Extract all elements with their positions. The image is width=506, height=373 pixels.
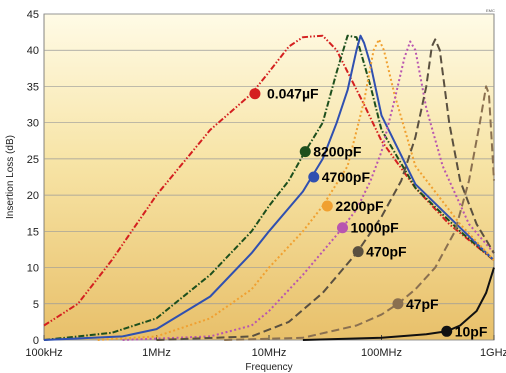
series-line (43, 34, 495, 327)
x-tick-label: 100MHz (361, 347, 402, 359)
series-marker (336, 222, 348, 234)
series-markers (249, 88, 453, 337)
x-axis-ticks: 100kHz 1MHz 10MHz 100MHz 1GHz (25, 335, 506, 359)
y-tick-label: 10 (27, 263, 39, 275)
series-label: 2200pF (335, 198, 384, 214)
series-line (156, 38, 495, 341)
y-tick-label: 5 (33, 299, 39, 311)
series-marker (352, 246, 364, 258)
y-tick-label: 45 (27, 9, 39, 21)
series-label: 8200pF (313, 144, 362, 160)
series-marker (299, 146, 311, 158)
series-line (97, 38, 495, 341)
y-tick-label: 15 (27, 226, 39, 238)
series-line (122, 40, 495, 341)
series-label: 47pF (406, 296, 439, 312)
series-label: 4700pF (322, 169, 371, 185)
series-label: 0.047µF (267, 86, 319, 102)
series-marker (321, 200, 333, 212)
series-line (43, 34, 495, 341)
corner-mark: EMC (486, 8, 495, 13)
x-tick-label: 1MHz (142, 347, 171, 359)
x-tick-label: 100kHz (25, 347, 62, 359)
series-label: 10pF (455, 323, 488, 339)
series-marker (392, 298, 404, 310)
series-marker (249, 88, 261, 100)
grid-lines (44, 13, 494, 341)
series-line (302, 267, 495, 341)
y-tick-label: 20 (27, 190, 39, 202)
series-lines (43, 34, 495, 341)
series-line (43, 34, 495, 341)
series-label: 470pF (366, 244, 407, 260)
y-axis-ticks: 0 5 10 15 20 25 30 35 40 45 (27, 9, 39, 347)
y-tick-label: 35 (27, 81, 39, 93)
series-label: 1000pF (350, 220, 399, 236)
y-tick-label: 40 (27, 45, 39, 57)
y-axis-title: Insertion Loss (dB) (5, 135, 16, 219)
x-axis-title: Frequency (245, 362, 292, 373)
x-tick-label: 1GHz (480, 347, 506, 359)
y-tick-label: 0 (33, 335, 39, 347)
y-tick-label: 30 (27, 118, 39, 130)
plot-background (43, 13, 495, 341)
x-tick-label: 10MHz (252, 347, 287, 359)
series-marker (441, 325, 453, 337)
series-line (224, 85, 495, 341)
series-labels: 0.047µF 8200pF 4700pF 2200pF 1000pF 470pF 47pF… (267, 86, 488, 340)
y-tick-label: 25 (27, 154, 39, 166)
series-marker (308, 171, 320, 183)
